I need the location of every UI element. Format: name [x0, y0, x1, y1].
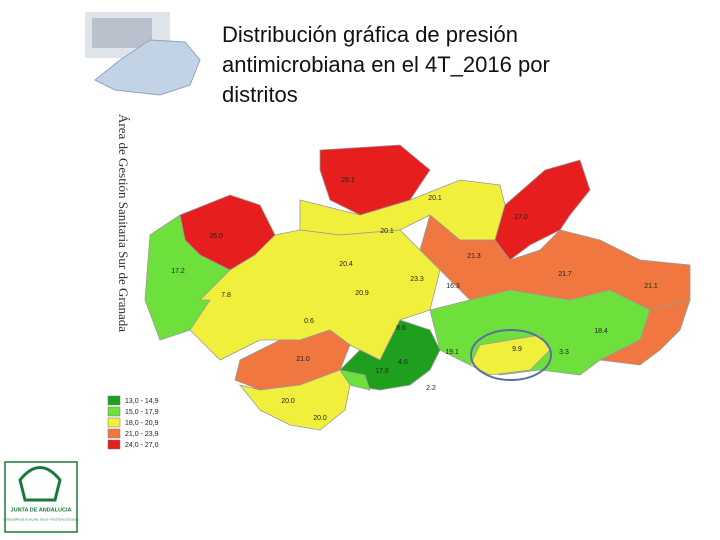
district-label: 21.7 — [558, 271, 572, 278]
district-label: 21.1 — [644, 283, 658, 290]
legend-swatch — [107, 428, 121, 439]
legend-swatch — [107, 406, 121, 417]
district-label: 3.3 — [559, 349, 569, 356]
district-label: 18.4 — [594, 328, 608, 335]
legend-label: 21,0 - 23,9 — [125, 431, 159, 438]
district-label: 9.9 — [512, 346, 522, 353]
district-label: 20.0 — [313, 415, 327, 422]
legend-swatch — [107, 395, 121, 406]
legend-label: 18,0 - 20,9 — [125, 420, 159, 427]
district-label: 27.0 — [514, 214, 528, 221]
legend-swatch — [107, 417, 121, 428]
district-label: 20.1 — [428, 195, 442, 202]
district-label: 17.2 — [171, 268, 185, 275]
logo-department: CONSEJERÍA DE IGUALDAD, SALUD Y POLÍTICA… — [3, 518, 78, 522]
district-label: 20.0 — [281, 398, 295, 405]
legend-swatch — [107, 439, 121, 450]
district-label: 26.1 — [341, 177, 355, 184]
andalusia-map — [144, 144, 691, 431]
district-label: 21.3 — [467, 253, 481, 260]
district-label: 19.1 — [445, 349, 459, 356]
district-label: 8.6 — [396, 325, 406, 332]
district-label: 20.9 — [355, 290, 369, 297]
header-logo — [85, 12, 201, 96]
district-label: 21.0 — [296, 356, 310, 363]
district-label: 16.3 — [446, 283, 460, 290]
legend-label: 24,0 - 27,0 — [125, 442, 159, 449]
district-label: 20.1 — [380, 228, 394, 235]
footer-logo: JUNTA DE ANDALUCIA CONSEJERÍA DE IGUALDA… — [3, 461, 79, 533]
district-label: 0.6 — [304, 318, 314, 325]
legend-label: 15,0 - 17,9 — [125, 409, 159, 416]
slide-title: Distribución gráfica de presión antimicr… — [222, 22, 550, 107]
legend-label: 13,0 - 14,9 — [125, 398, 159, 405]
side-label: Área de Gestión Sanitaria Sur de Granada — [116, 114, 131, 333]
district-label: 4.6 — [398, 359, 408, 366]
district-label: 26.0 — [209, 233, 223, 240]
district-label: 7.8 — [221, 292, 231, 299]
district-label: 17.6 — [375, 368, 389, 375]
logo-name: JUNTA DE ANDALUCIA — [11, 507, 72, 513]
district-label: 20.4 — [339, 261, 353, 268]
district-label: 23.3 — [410, 276, 424, 283]
district-label: 2.2 — [426, 385, 436, 392]
